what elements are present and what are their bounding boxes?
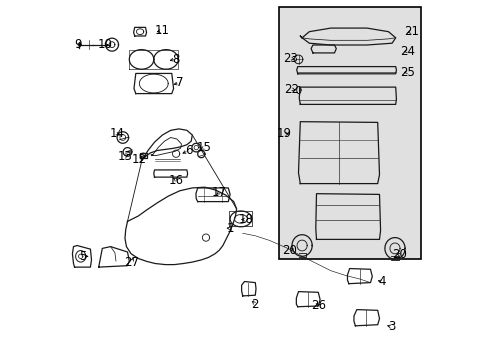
Text: 18: 18 [238,213,253,226]
Text: 24: 24 [399,45,414,58]
Text: 23: 23 [283,52,297,65]
Text: 1: 1 [226,222,234,235]
Text: 14: 14 [109,127,124,140]
Text: 4: 4 [378,275,385,288]
Text: 25: 25 [399,66,414,78]
Text: 2: 2 [251,298,259,311]
Text: 6: 6 [184,144,192,157]
Text: 17: 17 [211,186,226,199]
Text: 5: 5 [80,250,87,263]
Text: 8: 8 [172,53,180,66]
Text: 10: 10 [97,38,112,51]
Text: 7: 7 [176,76,183,89]
Text: 3: 3 [387,320,395,333]
Text: 15: 15 [196,141,211,154]
Text: 20: 20 [282,244,297,257]
Text: 22: 22 [284,83,299,96]
Text: 12: 12 [132,153,146,166]
Text: 21: 21 [404,25,419,38]
Text: 27: 27 [123,256,139,269]
Text: 20: 20 [392,248,407,261]
Text: 19: 19 [276,127,291,140]
Text: 11: 11 [155,24,169,37]
Text: 26: 26 [310,299,325,312]
Text: 9: 9 [74,38,82,51]
Bar [278,7,420,259]
Text: 13: 13 [117,150,132,163]
Text: 16: 16 [168,174,183,186]
